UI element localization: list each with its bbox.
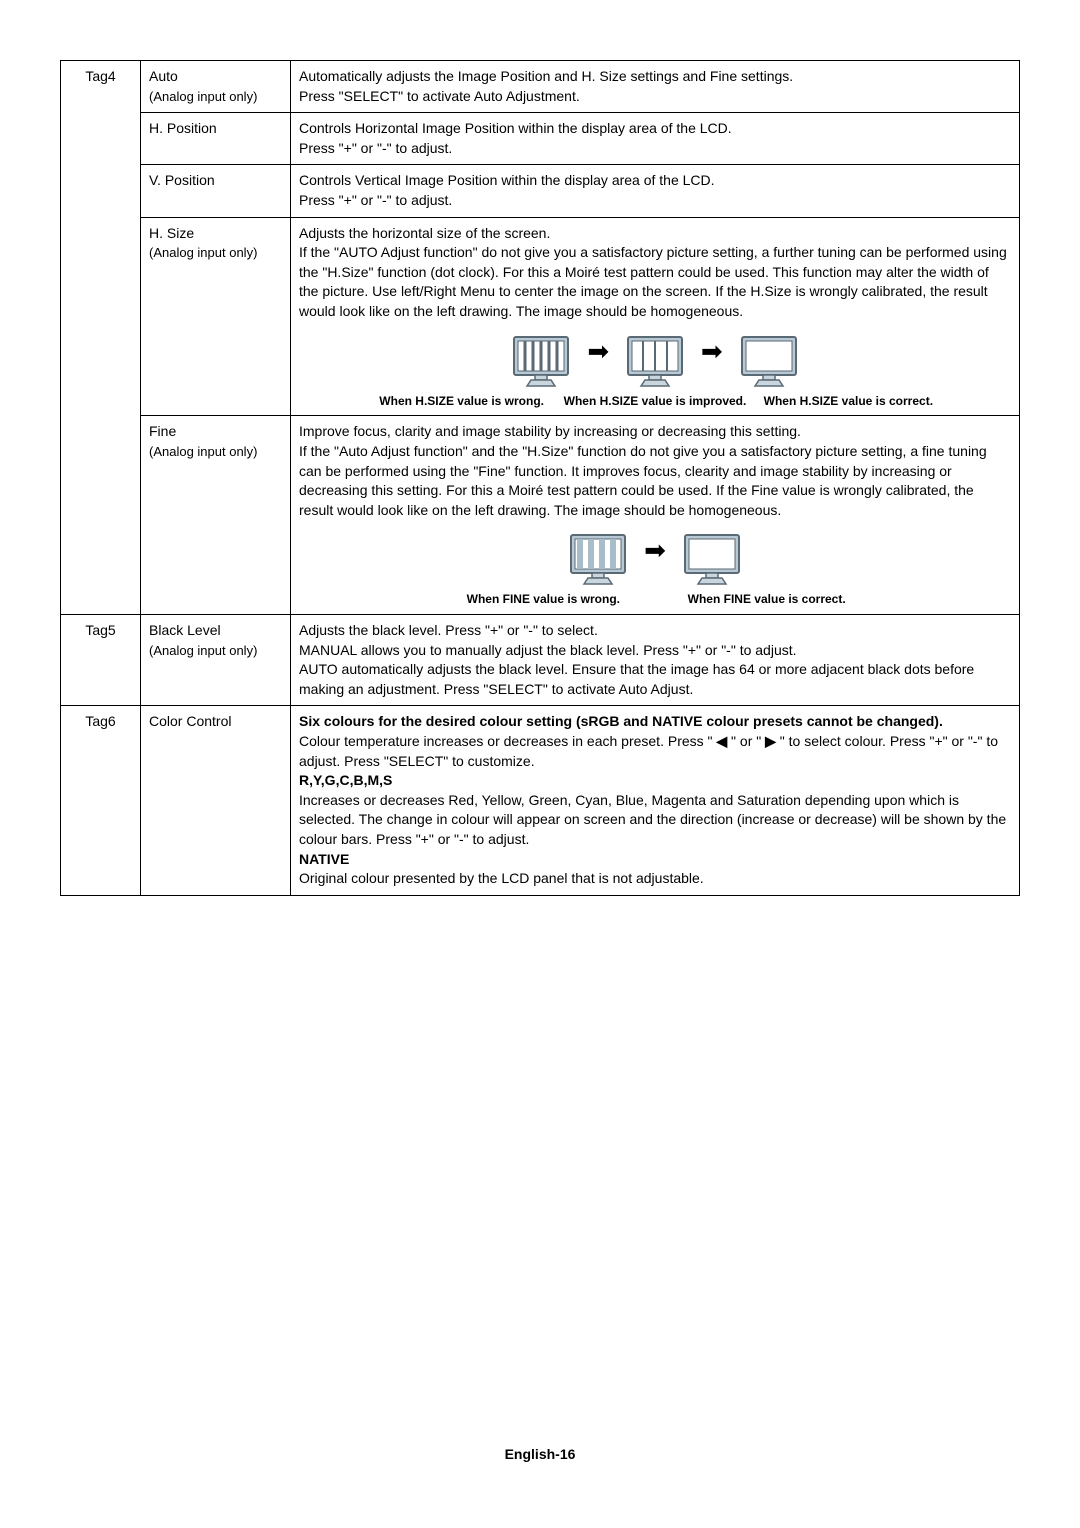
monitor-correct-icon bbox=[682, 532, 742, 587]
caption: When FINE value is correct. bbox=[677, 591, 857, 608]
caption: When H.SIZE value is improved. bbox=[555, 393, 755, 410]
setting-desc: Improve focus, clarity and image stabili… bbox=[291, 416, 1020, 615]
left-arrow-icon: ◀ bbox=[716, 733, 727, 749]
bold-text: Six colours for the desired colour setti… bbox=[299, 713, 943, 729]
table-row: Tag6 Color Control Six colours for the d… bbox=[61, 706, 1020, 895]
caption: When H.SIZE value is correct. bbox=[758, 393, 938, 410]
name-line1: Auto bbox=[149, 68, 178, 84]
para: Increases or decreases Red, Yellow, Gree… bbox=[299, 792, 1006, 847]
para: Original colour presented by the LCD pan… bbox=[299, 870, 704, 886]
hsize-illustration: ➡ ➡ bbox=[299, 334, 1011, 389]
setting-desc: Six colours for the desired colour setti… bbox=[291, 706, 1020, 895]
setting-name: Auto (Analog input only) bbox=[141, 61, 291, 113]
name-line2: (Analog input only) bbox=[149, 643, 257, 658]
setting-name: H. Size (Analog input only) bbox=[141, 217, 291, 416]
monitor-correct-icon bbox=[739, 334, 799, 389]
tag6-label: Tag6 bbox=[61, 706, 141, 895]
name-line2: (Analog input only) bbox=[149, 89, 257, 104]
name-line1: H. Size bbox=[149, 225, 194, 241]
setting-desc: Adjusts the black level. Press "+" or "-… bbox=[291, 615, 1020, 706]
para: " or " bbox=[727, 733, 765, 749]
desc-text: Adjusts the black level. Press "+" or "-… bbox=[299, 622, 974, 697]
name-line2: (Analog input only) bbox=[149, 444, 257, 459]
setting-name: Fine (Analog input only) bbox=[141, 416, 291, 615]
name-line1: Color Control bbox=[149, 713, 231, 729]
name-line1: Black Level bbox=[149, 622, 221, 638]
name-line1: Fine bbox=[149, 423, 176, 439]
setting-name: H. Position bbox=[141, 113, 291, 165]
setting-name: Black Level (Analog input only) bbox=[141, 615, 291, 706]
table-row: H. Position Controls Horizontal Image Po… bbox=[61, 113, 1020, 165]
table-row: V. Position Controls Vertical Image Posi… bbox=[61, 165, 1020, 217]
setting-desc: Adjusts the horizontal size of the scree… bbox=[291, 217, 1020, 416]
bold-text: NATIVE bbox=[299, 851, 349, 867]
fine-captions: When FINE value is wrong. When FINE valu… bbox=[299, 591, 1011, 608]
tag4-label: Tag4 bbox=[61, 61, 141, 615]
setting-name: V. Position bbox=[141, 165, 291, 217]
arrow-icon: ➡ bbox=[587, 333, 609, 369]
tag5-label: Tag5 bbox=[61, 615, 141, 706]
settings-table: Tag4 Auto (Analog input only) Automatica… bbox=[60, 60, 1020, 896]
table-row: Fine (Analog input only) Improve focus, … bbox=[61, 416, 1020, 615]
setting-desc: Controls Vertical Image Position within … bbox=[291, 165, 1020, 217]
caption: When H.SIZE value is wrong. bbox=[372, 393, 552, 410]
caption: When FINE value is wrong. bbox=[453, 591, 633, 608]
desc-text: Improve focus, clarity and image stabili… bbox=[299, 423, 987, 517]
desc-text: Automatically adjusts the Image Position… bbox=[299, 68, 793, 104]
fine-illustration: ➡ bbox=[299, 532, 1011, 587]
arrow-icon: ➡ bbox=[644, 532, 666, 568]
arrow-icon: ➡ bbox=[701, 333, 723, 369]
desc-text: Adjusts the horizontal size of the scree… bbox=[299, 225, 1007, 319]
setting-name: Color Control bbox=[141, 706, 291, 895]
page-footer: English-16 bbox=[60, 1446, 1020, 1462]
desc-text: Controls Vertical Image Position within … bbox=[299, 172, 715, 208]
setting-desc: Controls Horizontal Image Position withi… bbox=[291, 113, 1020, 165]
table-row: Tag5 Black Level (Analog input only) Adj… bbox=[61, 615, 1020, 706]
monitor-improved-icon bbox=[625, 334, 685, 389]
setting-desc: Automatically adjusts the Image Position… bbox=[291, 61, 1020, 113]
table-row: Tag4 Auto (Analog input only) Automatica… bbox=[61, 61, 1020, 113]
para: Colour temperature increases or decrease… bbox=[299, 733, 716, 749]
right-arrow-icon: ▶ bbox=[765, 733, 776, 749]
monitor-wrong-icon bbox=[511, 334, 571, 389]
bold-text: R,Y,G,C,B,M,S bbox=[299, 772, 392, 788]
name-line1: V. Position bbox=[149, 172, 215, 188]
monitor-wrong-icon bbox=[568, 532, 628, 587]
name-line1: H. Position bbox=[149, 120, 217, 136]
hsize-captions: When H.SIZE value is wrong. When H.SIZE … bbox=[299, 393, 1011, 410]
table-row: H. Size (Analog input only) Adjusts the … bbox=[61, 217, 1020, 416]
desc-text: Controls Horizontal Image Position withi… bbox=[299, 120, 732, 156]
name-line2: (Analog input only) bbox=[149, 245, 257, 260]
